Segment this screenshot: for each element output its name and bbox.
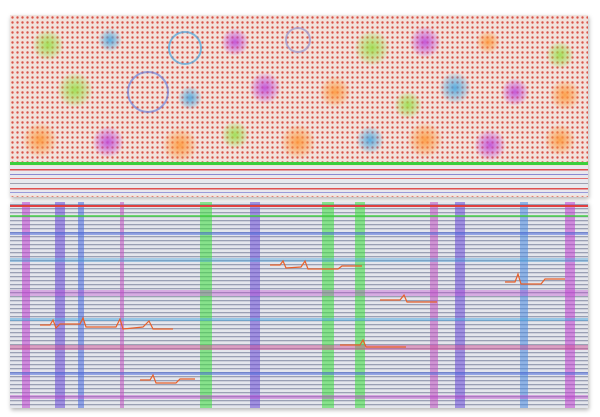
horizontal-bands	[10, 205, 588, 399]
squiggles	[40, 259, 565, 384]
circles	[22, 26, 581, 163]
vertical-stripes	[22, 202, 575, 408]
top-stripes	[10, 162, 588, 195]
